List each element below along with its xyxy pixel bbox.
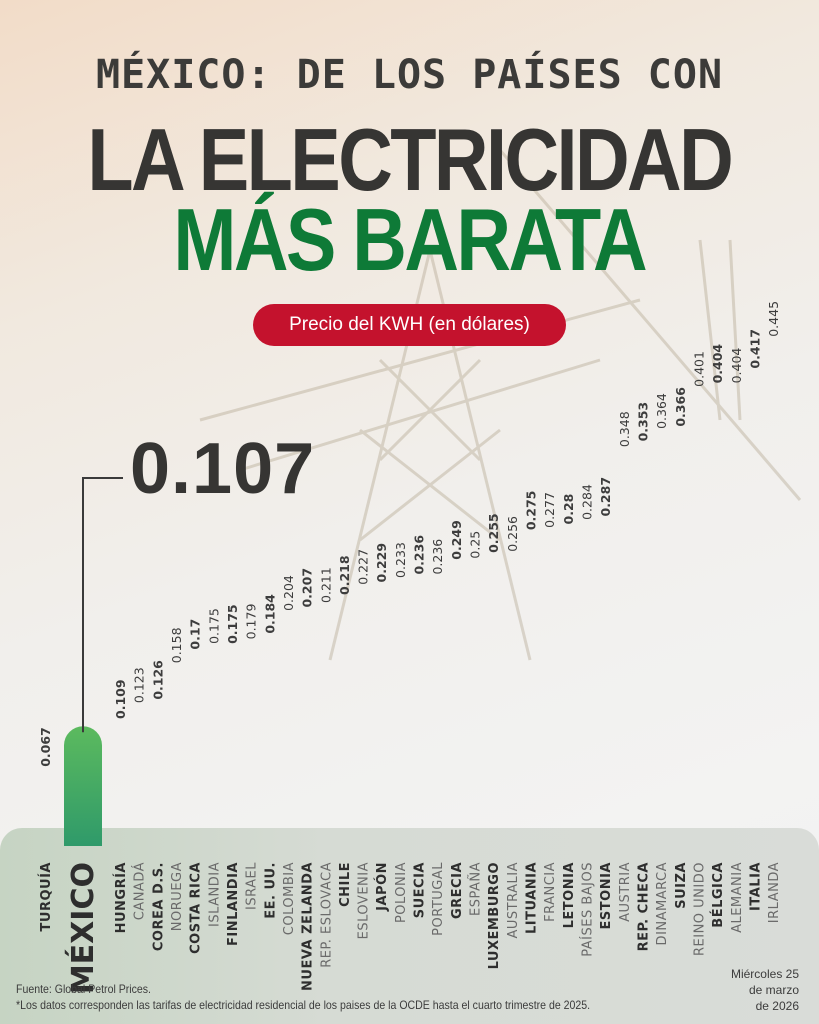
- source-text: Fuente: Global Petrol Prices.: [16, 982, 151, 996]
- country-label: ESPAÑA: [468, 862, 484, 916]
- country-label: HUNGRÍA: [113, 862, 129, 933]
- date-line-2: de marzo: [748, 983, 799, 997]
- value-label: 0.126: [150, 660, 165, 700]
- country-label: AUSTRALIA: [506, 862, 521, 938]
- country-label: NUEVA ZELANDA: [301, 862, 316, 991]
- value-label: 0.366: [673, 387, 688, 427]
- bar-mexico: [64, 726, 102, 846]
- country-label: ISLANDIA: [207, 862, 222, 927]
- country-label: DINAMARCA: [655, 862, 670, 945]
- value-label: 0.348: [617, 411, 632, 447]
- country-label: COSTA RICA: [189, 862, 204, 954]
- value-label: 0.229: [374, 543, 389, 583]
- title-line-2-text: LA ELECTRICIDAD: [87, 110, 734, 209]
- country-label: FINLANDIA: [226, 862, 241, 946]
- value-label: 0.284: [580, 484, 595, 520]
- mexico-highlight-value: 0.107: [130, 429, 316, 509]
- country-label: JAPÓN: [374, 862, 390, 912]
- value-label: 0.218: [337, 555, 352, 595]
- country-label: LUXEMBURGO: [487, 862, 502, 969]
- value-label: 0.401: [691, 351, 706, 387]
- title-line-1: MÉXICO: DE LOS PAÍSES CON: [95, 52, 724, 98]
- value-label: 0.25: [468, 531, 483, 559]
- unit-pill: Precio del KWH (en dólares): [253, 304, 566, 346]
- country-label: GRECIA: [450, 862, 465, 919]
- country-label: CHILE: [338, 862, 353, 907]
- date-line-3: de 2026: [755, 999, 799, 1013]
- country-label: TURQUÍA: [38, 862, 54, 931]
- country-label: REINO UNIDO: [692, 862, 707, 956]
- country-label: COREA D.S.: [151, 862, 166, 951]
- highlight-leader-line: [82, 477, 123, 733]
- value-label: 0.275: [524, 491, 539, 531]
- value-label: 0.109: [113, 679, 128, 719]
- country-label: ALEMANIA: [730, 862, 745, 933]
- value-label: 0.236: [412, 535, 427, 575]
- value-label: 0.445: [766, 301, 781, 337]
- country-label: LITUANIA: [525, 862, 540, 934]
- date-line-1: Miércoles 25: [730, 967, 799, 981]
- footnote-text: *Los datos corresponden las tarifas de e…: [16, 998, 591, 1012]
- country-label: ESTONIA: [599, 862, 614, 929]
- country-label: BÉLGICA: [710, 862, 726, 928]
- country-label: FRANCIA: [543, 862, 558, 922]
- date-block: Miércoles 25 de marzo de 2026: [731, 966, 799, 1014]
- country-label: REP. CHECA: [636, 862, 651, 951]
- value-label: 0.123: [132, 667, 147, 703]
- value-label: 0.287: [598, 477, 613, 517]
- country-label: PORTUGAL: [431, 862, 446, 936]
- country-label: PAÍSES BAJOS: [580, 862, 596, 957]
- value-label: 0.204: [281, 575, 296, 611]
- value-label: 0.404: [729, 348, 744, 384]
- country-label: SUECIA: [413, 862, 428, 918]
- value-label: 0.236: [430, 539, 445, 575]
- value-label: 0.179: [244, 604, 259, 640]
- country-label: ESLOVENIA: [357, 862, 372, 939]
- value-label: 0.233: [393, 542, 408, 578]
- value-label: 0.256: [505, 516, 520, 552]
- value-label: 0.227: [356, 549, 371, 585]
- value-label: 0.211: [318, 567, 333, 603]
- value-label: 0.277: [542, 492, 557, 528]
- country-label: CANADÁ: [132, 862, 148, 920]
- value-label: 0.067: [38, 727, 53, 767]
- value-label: 0.175: [225, 604, 240, 644]
- country-label: POLONIA: [394, 862, 409, 923]
- value-label: 0.249: [449, 520, 464, 560]
- country-label: MÉXICO: [65, 862, 101, 994]
- country-label: LETONIA: [562, 862, 577, 928]
- value-label: 0.17: [188, 619, 203, 650]
- country-label: SUIZA: [674, 862, 689, 909]
- country-label: REP. ESLOVACA: [319, 862, 334, 968]
- value-label: 0.255: [486, 513, 501, 553]
- country-label: EE. UU.: [263, 862, 278, 919]
- country-label: AUSTRIA: [618, 862, 633, 922]
- value-label: 0.184: [262, 594, 277, 634]
- country-label: ISRAEL: [245, 862, 260, 910]
- value-label: 0.364: [654, 393, 669, 429]
- country-label: ITALIA: [748, 862, 763, 911]
- value-label: 0.175: [206, 608, 221, 644]
- value-label: 0.28: [561, 494, 576, 525]
- title-line-3-text: MÁS BARATA: [173, 190, 648, 289]
- country-label: NORUEGA: [170, 862, 185, 931]
- labels-panel: [0, 828, 819, 1024]
- value-label: 0.417: [747, 329, 762, 369]
- country-label: COLOMBIA: [282, 862, 297, 935]
- title-line-3: MÁS BARATA: [0, 196, 819, 284]
- value-label: 0.207: [300, 568, 315, 608]
- value-label: 0.158: [169, 627, 184, 663]
- title-line-2: LA ELECTRICIDAD: [0, 116, 819, 204]
- value-label: 0.404: [710, 344, 725, 384]
- value-label: 0.353: [635, 402, 650, 442]
- country-label: IRLANDA: [767, 862, 782, 923]
